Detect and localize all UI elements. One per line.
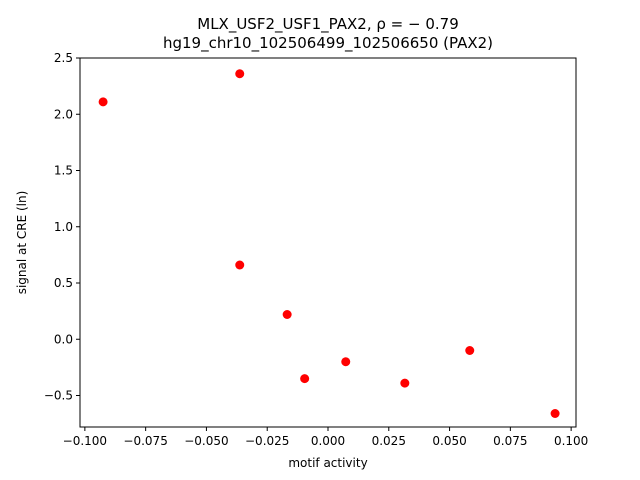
x-tick-label: −0.075 xyxy=(123,434,167,448)
y-tick-label: 0.5 xyxy=(54,276,73,290)
x-tick-label: 0.100 xyxy=(554,434,588,448)
x-tick-label: 0.050 xyxy=(432,434,466,448)
x-tick-label: 0.075 xyxy=(493,434,527,448)
y-tick-label: 0.0 xyxy=(54,332,73,346)
data-point-7 xyxy=(400,378,410,388)
y-axis-label: signal at CRE (ln) xyxy=(15,191,29,295)
data-point-3 xyxy=(235,260,245,270)
data-point-6 xyxy=(341,357,351,367)
data-point-9 xyxy=(550,409,560,418)
points-layer xyxy=(98,69,560,418)
y-tick-label: 1.5 xyxy=(54,164,73,178)
chart-title-line2: hg19_chr10_102506499_102506650 (PAX2) xyxy=(163,34,493,53)
data-point-5 xyxy=(300,374,310,384)
x-axis-ticks: −0.100 −0.075 −0.050 −0.025 0.000 0.025 0.050 0… xyxy=(63,427,588,448)
x-tick-label: 0.000 xyxy=(311,434,345,448)
y-tick-label: 2.5 xyxy=(54,51,73,65)
x-tick-label: 0.025 xyxy=(372,434,406,448)
data-point-2 xyxy=(235,69,245,79)
plot-frame xyxy=(79,57,577,428)
y-tick-label: −0.5 xyxy=(44,389,73,403)
x-tick-label: −0.025 xyxy=(245,434,289,448)
y-axis-ticks: −0.5 0.0 0.5 1.0 1.5 2.0 2.5 xyxy=(44,51,80,403)
y-tick-label: 1.0 xyxy=(54,220,73,234)
data-point-8 xyxy=(465,346,475,355)
chart-title-line1: MLX_USF2_USF1_PAX2, ρ = − 0.79 xyxy=(197,15,458,34)
data-point-4 xyxy=(282,310,292,319)
data-point-1 xyxy=(98,97,108,107)
y-tick-label: 2.0 xyxy=(54,107,73,121)
x-tick-label: −0.050 xyxy=(184,434,228,448)
x-tick-label: −0.100 xyxy=(63,434,107,448)
x-axis-label: motif activity xyxy=(288,456,367,470)
